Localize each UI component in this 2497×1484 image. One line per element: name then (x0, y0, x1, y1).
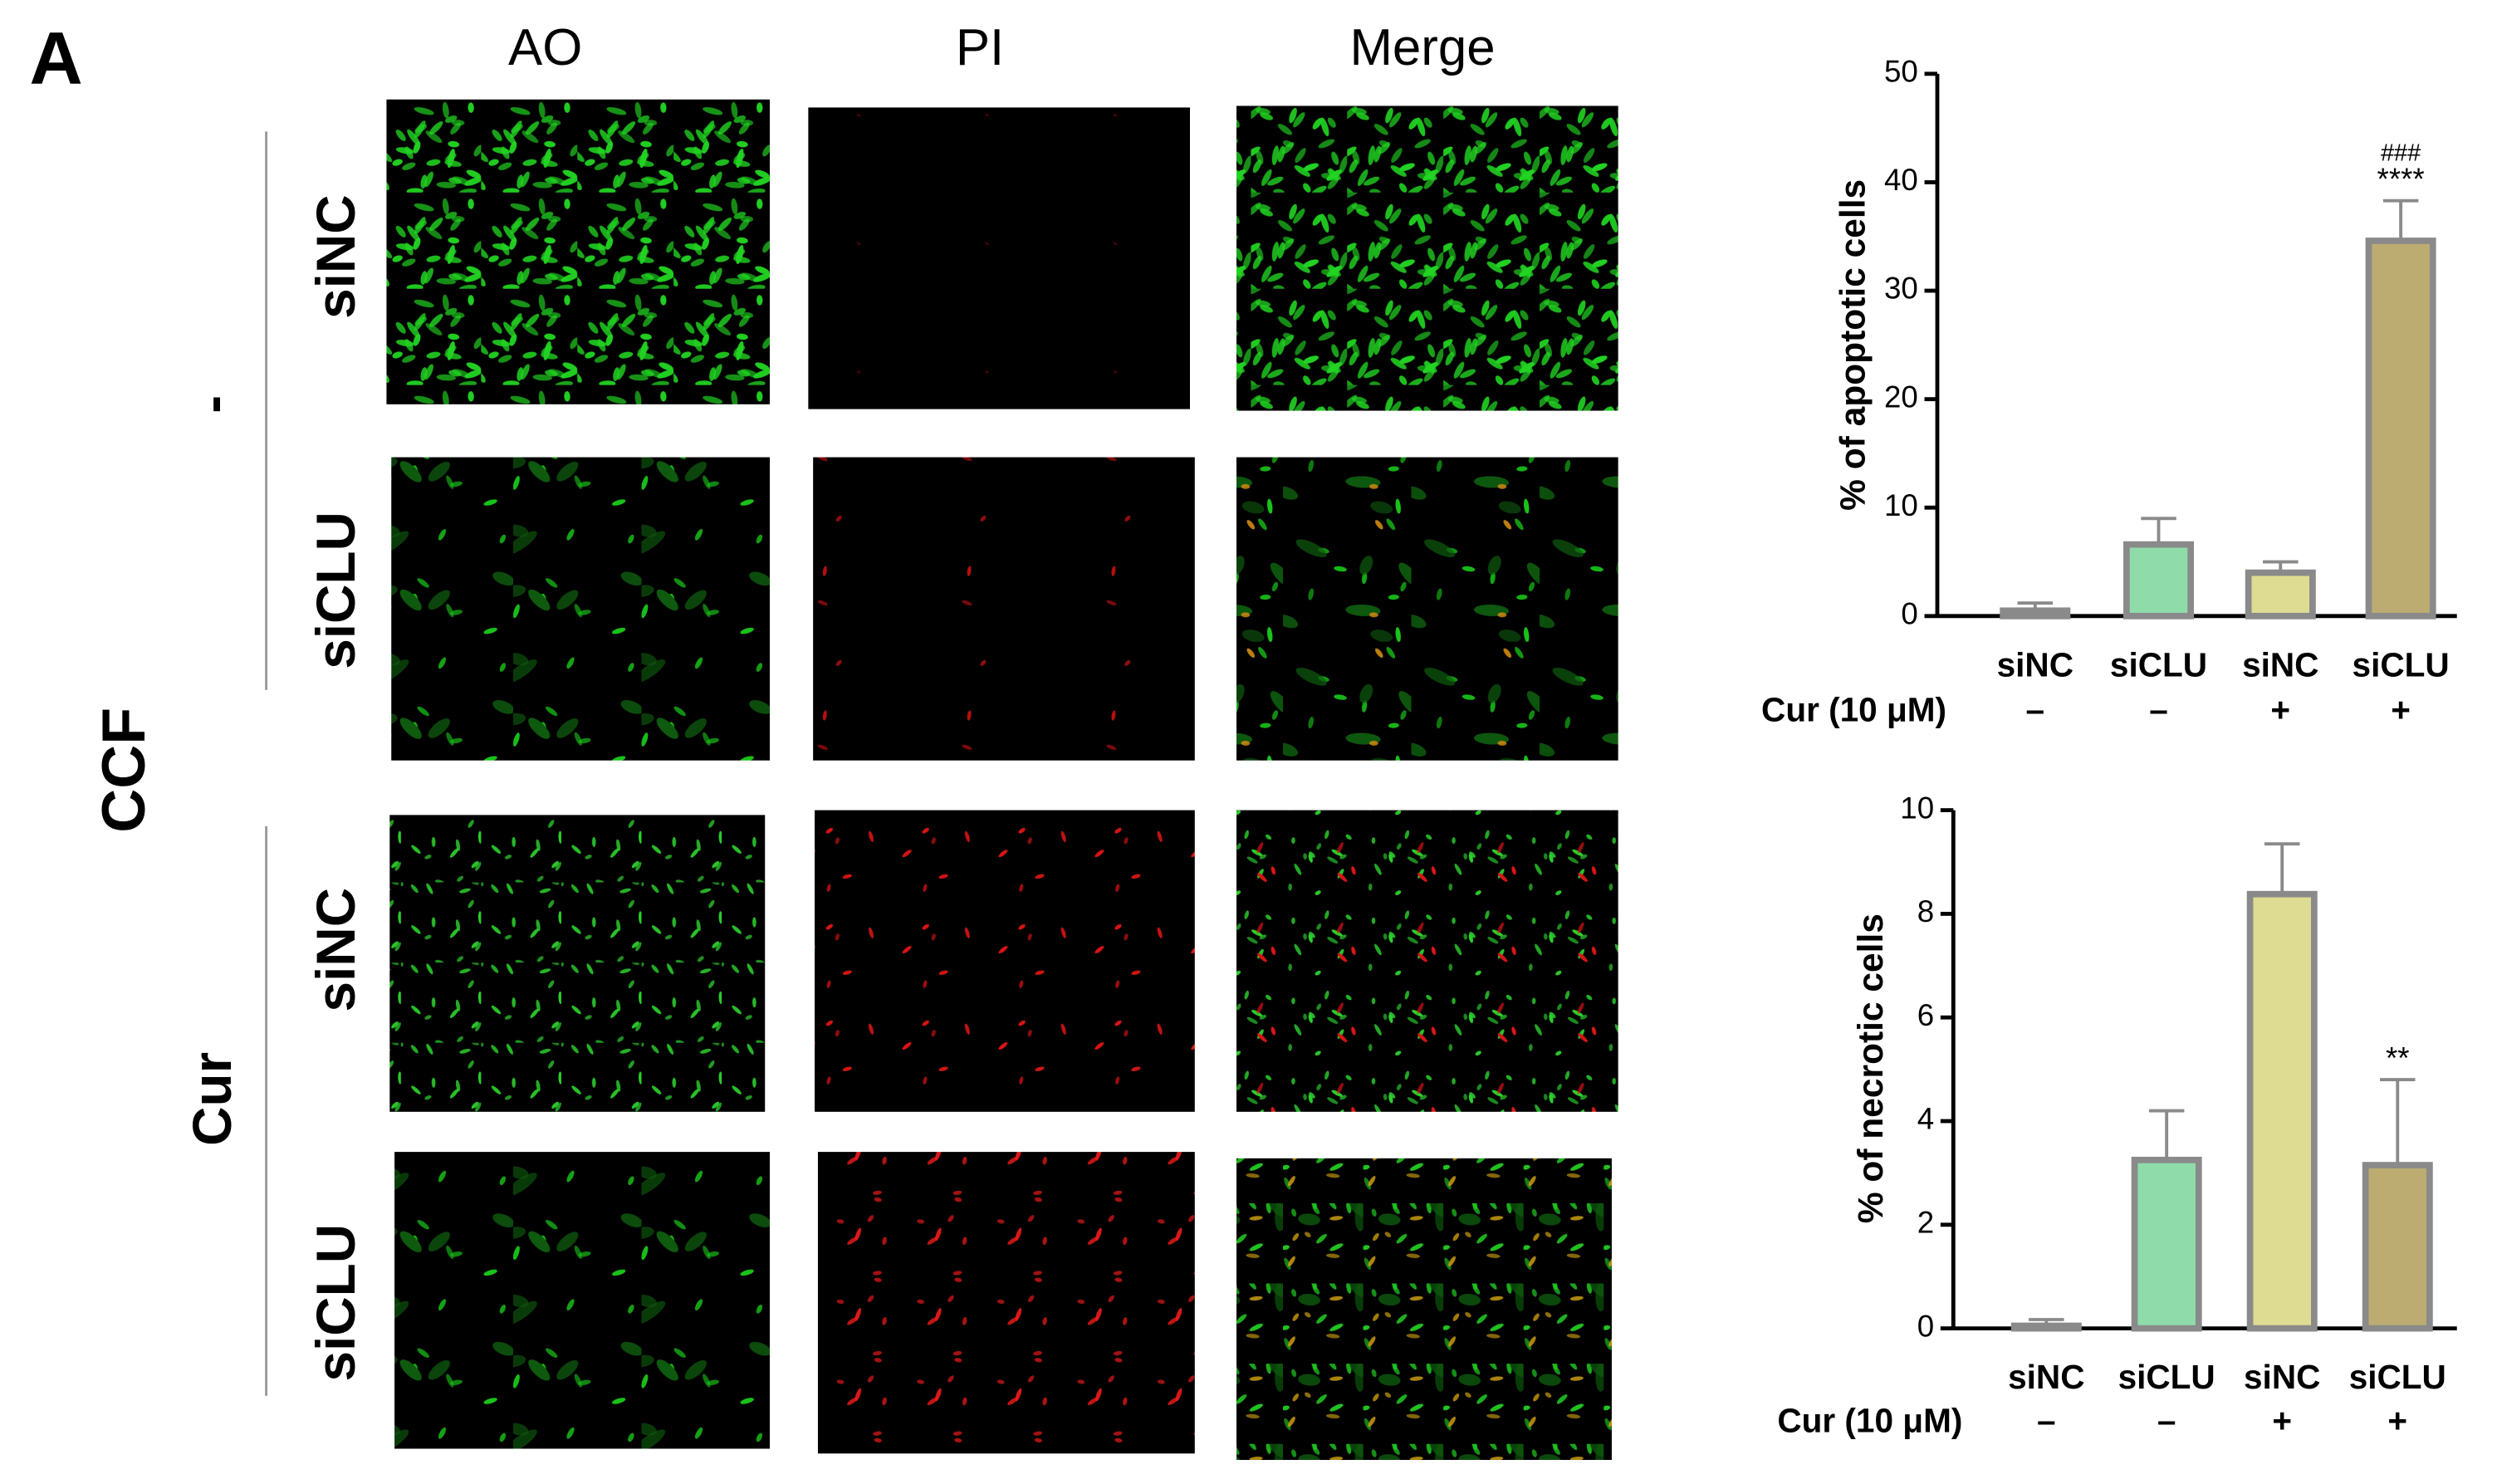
y-tick-label: 10 (1884, 488, 1918, 522)
group-title: CCF (90, 708, 158, 833)
y-tick-label: 4 (1917, 1102, 1934, 1136)
y-axis-label: % of apoptotic cells (1834, 179, 1873, 511)
micrograph (817, 1152, 1195, 1454)
row-label: siCLU (306, 512, 366, 669)
x-tick-label: siCLU (2110, 645, 2207, 683)
bar (2246, 890, 2318, 1332)
column-header: Merge (1349, 19, 1495, 76)
column-header: AO (508, 19, 582, 76)
y-tick-label: 8 (1917, 894, 1934, 928)
bar (2123, 541, 2194, 620)
y-axis-label: % of necrotic cells (1852, 913, 1891, 1223)
row-label: siCLU (306, 1224, 366, 1382)
column-header: PI (956, 19, 1004, 76)
group-label: Cur (182, 1052, 242, 1146)
bar (2010, 1322, 2082, 1332)
y-tick-label: 30 (1884, 272, 1918, 306)
bar (2131, 1156, 2202, 1332)
y-tick-label: 20 (1884, 380, 1918, 414)
micrograph (813, 457, 1195, 761)
x-tick-label: siCLU (2118, 1358, 2215, 1396)
panel-label: A (30, 17, 83, 100)
micrograph (394, 1152, 771, 1449)
treatment-label: Cur (10 μM) (1761, 690, 1946, 728)
treatment-mark: – (2026, 690, 2045, 728)
treatment-mark: – (2037, 1401, 2056, 1439)
micrograph (389, 815, 766, 1112)
y-tick-label: 40 (1884, 163, 1918, 197)
micrograph (1236, 457, 1618, 761)
micrograph (1236, 105, 1618, 411)
treatment-mark: + (2387, 1401, 2407, 1439)
x-tick-label: siCLU (2349, 1358, 2446, 1396)
y-tick-label: 50 (1884, 55, 1918, 89)
x-tick-label: siNC (2242, 645, 2318, 683)
significance: ### (2381, 140, 2421, 166)
y-tick-label: 0 (1901, 597, 1917, 631)
treatment-mark: + (2272, 1401, 2292, 1439)
micrograph (808, 107, 1191, 409)
y-tick-label: 0 (1917, 1309, 1934, 1343)
micrograph (391, 457, 771, 761)
micrographs (386, 99, 1618, 1461)
bar (2000, 607, 2071, 620)
y-tick-label: 10 (1900, 791, 1934, 825)
x-tick-label: siNC (2008, 1358, 2084, 1396)
y-tick-label: 6 (1917, 998, 1934, 1032)
x-tick-label: siNC (2244, 1358, 2320, 1396)
treatment-mark: – (2157, 1401, 2176, 1439)
bar (2362, 1162, 2433, 1332)
row-label: siNC (306, 888, 366, 1012)
micrograph (1236, 810, 1618, 1112)
micrograph (815, 810, 1195, 1112)
treatment-label: Cur (10 μM) (1777, 1401, 1962, 1439)
x-tick-label: siNC (1997, 645, 2073, 683)
significance: **** (2377, 162, 2425, 196)
x-tick-label: siCLU (2353, 645, 2450, 683)
micrograph (1236, 1158, 1612, 1461)
bar (2365, 238, 2436, 620)
significance: ** (2386, 1041, 2410, 1075)
treatment-mark: + (2391, 690, 2411, 728)
micrograph (386, 99, 771, 404)
row-label: siNC (306, 194, 366, 319)
group-label: - (182, 395, 242, 414)
treatment-mark: + (2270, 690, 2290, 728)
y-tick-label: 2 (1917, 1205, 1934, 1239)
bar (2245, 569, 2316, 620)
treatment-mark: – (2149, 690, 2168, 728)
